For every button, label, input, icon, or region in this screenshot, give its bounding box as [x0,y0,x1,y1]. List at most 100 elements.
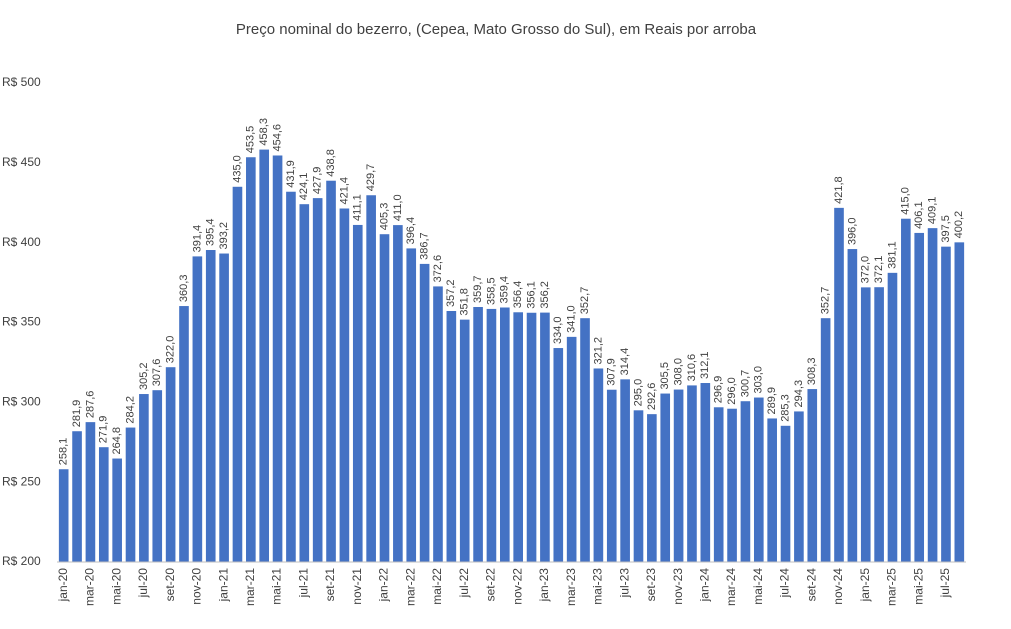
value-label: 427,9 [312,167,324,195]
value-label: 358,5 [485,277,497,305]
bar [125,427,136,562]
bar [192,256,203,562]
y-tick-label: R$ 450 [2,155,41,169]
x-tick-label: jul-24 [778,568,792,599]
bar [259,149,270,562]
value-label: 396,4 [405,217,417,245]
value-label: 352,7 [579,287,591,315]
x-tick-label: mar-25 [885,568,899,606]
bar [326,180,336,562]
value-label: 305,2 [138,362,150,390]
bar [486,308,497,562]
x-tick-label: jan-20 [56,568,70,603]
bar [580,318,590,562]
bar [887,272,898,562]
bar [540,312,550,562]
value-label: 372,6 [432,255,444,283]
value-label: 264,8 [111,427,123,455]
value-label: 352,7 [820,287,832,315]
value-label: 411,0 [392,194,404,221]
bar [927,228,938,562]
bar [72,431,82,562]
value-label: 421,8 [833,176,845,204]
x-tick-label: jul-20 [136,568,150,599]
x-tick-label: mai-23 [591,568,605,605]
x-tick-label: jan-23 [537,568,551,603]
value-label: 322,0 [165,336,177,364]
x-tick-label: mai-25 [911,568,925,605]
value-label: 372,0 [860,256,872,284]
bar [874,287,884,562]
value-label: 421,4 [338,177,350,205]
bar [312,198,323,562]
bar [286,191,296,562]
bar [98,447,109,562]
value-label: 359,7 [472,275,484,303]
value-label: 258,1 [58,438,70,466]
value-label: 411,1 [352,194,364,221]
x-tick-label: mai-24 [751,568,765,605]
bar [753,397,764,562]
value-label: 284,2 [124,396,136,424]
value-label: 321,2 [592,337,604,365]
bar [473,307,483,562]
value-label: 310,6 [686,354,698,382]
bar [299,204,310,562]
x-tick-label: jan-22 [377,568,391,603]
value-label: 397,5 [940,215,952,243]
bar [633,410,644,562]
value-label: 296,9 [713,376,725,404]
bar [767,418,777,562]
value-label: 381,1 [886,241,898,269]
value-label: 308,0 [673,358,685,386]
bar [513,312,523,562]
value-label: 424,1 [298,173,310,201]
value-label: 393,2 [218,222,230,250]
bar [419,263,430,562]
value-label: 307,9 [606,358,618,386]
bar [179,306,189,562]
bar [807,389,818,562]
x-tick-label: mar-21 [243,568,257,606]
bar [526,312,537,562]
x-tick-label: jan-21 [216,568,230,603]
value-label: 400,2 [953,211,965,239]
x-tick-label: jul-22 [457,568,471,599]
value-label: 341,0 [566,305,578,333]
bar [727,408,737,562]
value-label: 438,8 [325,149,337,177]
value-label: 300,7 [739,370,751,398]
y-tick-label: R$ 400 [2,235,41,249]
value-label: 359,4 [499,276,511,304]
bar [553,348,564,562]
value-label: 351,8 [459,288,471,316]
value-label: 334,0 [552,317,564,345]
value-label: 285,3 [779,394,791,422]
x-tick-label: nov-22 [510,568,524,605]
y-tick-label: R$ 250 [2,474,41,488]
value-label: 308,3 [806,358,818,386]
bar [834,207,844,563]
value-label: 296,0 [726,377,738,405]
value-label: 357,2 [445,279,457,307]
bar [366,195,376,562]
x-tick-label: jul-25 [938,568,952,599]
value-label: 405,3 [378,203,390,231]
chart-title: Preço nominal do bezerro, (Cepea, Mato G… [236,21,757,38]
value-label: 356,4 [512,281,524,309]
value-label: 409,1 [926,197,938,225]
bar [820,318,831,562]
bar [901,218,911,562]
bar [687,385,697,562]
value-label: 356,1 [525,281,537,309]
bar [152,390,163,562]
bar [500,307,510,562]
value-label: 292,6 [646,383,658,411]
x-tick-label: jul-21 [296,568,310,599]
bar [860,287,871,562]
bar [847,249,858,562]
x-tick-label: set-20 [163,568,177,602]
bar [246,157,256,562]
bar [406,248,417,562]
